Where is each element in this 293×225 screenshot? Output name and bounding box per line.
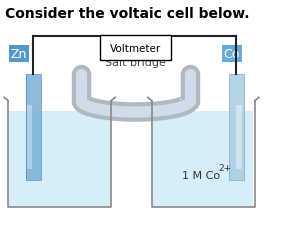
FancyBboxPatch shape: [153, 111, 253, 206]
Bar: [26, 74, 27, 180]
FancyBboxPatch shape: [100, 36, 171, 61]
Bar: [26, 74, 27, 180]
Bar: [26, 74, 27, 180]
Bar: [26, 74, 27, 180]
Bar: [26, 74, 27, 180]
Bar: [26, 74, 27, 180]
Text: Zn: Zn: [11, 47, 27, 61]
Bar: [26, 74, 27, 180]
FancyBboxPatch shape: [236, 106, 242, 169]
FancyBboxPatch shape: [9, 111, 110, 206]
Bar: [26, 74, 27, 180]
FancyBboxPatch shape: [229, 74, 244, 180]
Bar: [26, 74, 27, 180]
Bar: [26, 74, 27, 180]
FancyBboxPatch shape: [27, 106, 33, 169]
Bar: [26, 74, 27, 180]
Text: Consider the voltaic cell below.: Consider the voltaic cell below.: [6, 7, 250, 21]
Text: Co: Co: [224, 47, 240, 61]
Text: 2+: 2+: [218, 163, 231, 172]
Bar: [26, 74, 27, 180]
Bar: [26, 74, 27, 180]
Bar: [26, 74, 27, 180]
Bar: [26, 74, 27, 180]
Bar: [26, 74, 27, 180]
FancyBboxPatch shape: [26, 74, 41, 180]
Text: Voltmeter: Voltmeter: [110, 43, 161, 53]
Bar: [26, 74, 27, 180]
Bar: [26, 74, 27, 180]
Text: 1 M Co: 1 M Co: [182, 171, 220, 180]
Text: Salt bridge: Salt bridge: [105, 58, 166, 68]
Bar: [26, 74, 27, 180]
